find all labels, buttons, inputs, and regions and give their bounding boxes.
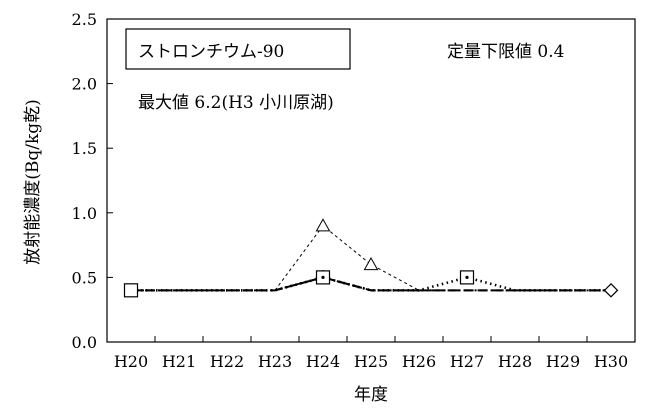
y-tick-label: 2.0	[72, 75, 97, 94]
x-tick-label: H27	[450, 352, 484, 371]
y-tick-label: 2.5	[72, 10, 97, 29]
y-tick-label: 0.0	[72, 333, 97, 352]
x-tick-label: H23	[258, 352, 292, 371]
detection-limit-note: 定量下限値 0.4	[447, 42, 564, 62]
x-tick-label: H26	[402, 352, 436, 371]
x-tick-label: H29	[546, 352, 580, 371]
x-tick-label: H25	[354, 352, 388, 371]
x-tick-label: H22	[210, 352, 244, 371]
square-marker	[125, 284, 138, 297]
boxed-label: ストロンチウム-90	[138, 42, 284, 62]
max-value-note: 最大値 6.2(H3 小川原湖)	[138, 93, 334, 113]
marker-center-dot	[321, 276, 324, 279]
x-tick-label: H21	[162, 352, 196, 371]
y-tick-label: 1.0	[72, 204, 97, 223]
y-tick-label: 0.5	[72, 268, 97, 287]
marker-center-dot	[465, 276, 468, 279]
x-tick-label: H28	[498, 352, 532, 371]
x-tick-label: H24	[306, 352, 340, 371]
y-axis-label: 放射能濃度(Bq/kg乾)	[23, 99, 43, 265]
x-tick-label: H30	[594, 352, 628, 371]
x-axis-label: 年度	[354, 385, 388, 405]
y-tick-label: 1.5	[72, 139, 97, 158]
x-tick-label: H20	[114, 352, 148, 371]
